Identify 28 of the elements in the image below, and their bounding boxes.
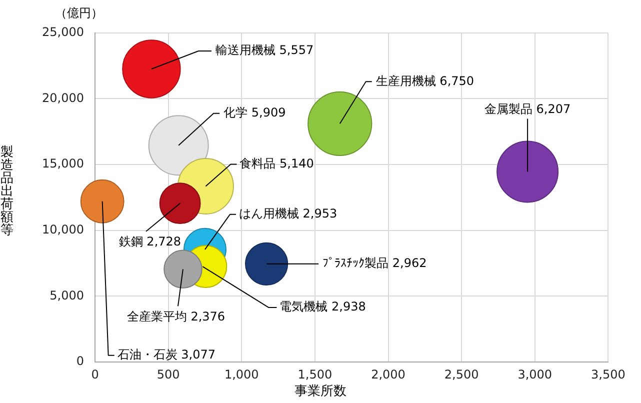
text: 輸送用機械 5,557: [215, 43, 314, 58]
text: 全産業平均 2,376: [126, 309, 226, 324]
y-tick-label: 20,000: [42, 90, 84, 105]
x-tick-label: 2,500: [444, 367, 479, 382]
y-tick-label: 0: [76, 354, 84, 368]
x-tick-label: 3,500: [591, 367, 626, 382]
text: 金属製品 6,207: [484, 102, 571, 116]
text: はん用機械 2,953: [238, 206, 338, 221]
text: 電気機械 2,938: [280, 300, 366, 314]
y-axis-title: 製造品出荷額等: [0, 145, 14, 238]
text: （億円）: [55, 5, 103, 21]
y-tick-label: 5,000: [50, 288, 84, 302]
x-tick-label: 1,500: [298, 367, 332, 382]
y-tick-label: 25,000: [42, 24, 84, 39]
y-tick-label: 15,000: [42, 156, 84, 171]
x-tick-label: 2,000: [371, 367, 406, 382]
x-tick-label: 0: [91, 367, 99, 382]
x-tick-label: 500: [156, 367, 180, 382]
text: 鉄鋼 2,728: [118, 234, 182, 248]
x-axis-title: 事業所数: [294, 384, 348, 400]
text: 化学 5,909: [224, 106, 286, 120]
text: 生産用機械 6,750: [376, 74, 474, 88]
x-tick-label: 3,000: [518, 367, 552, 382]
y-tick-label: 10,000: [42, 222, 84, 236]
text: 石油・石炭 3,077: [117, 347, 216, 362]
text: ﾌﾟﾗｽﾁｯｸ製品 2,962: [322, 256, 427, 270]
text: 食料品 5,140: [240, 156, 314, 170]
x-tick-label: 1,000: [224, 367, 259, 382]
